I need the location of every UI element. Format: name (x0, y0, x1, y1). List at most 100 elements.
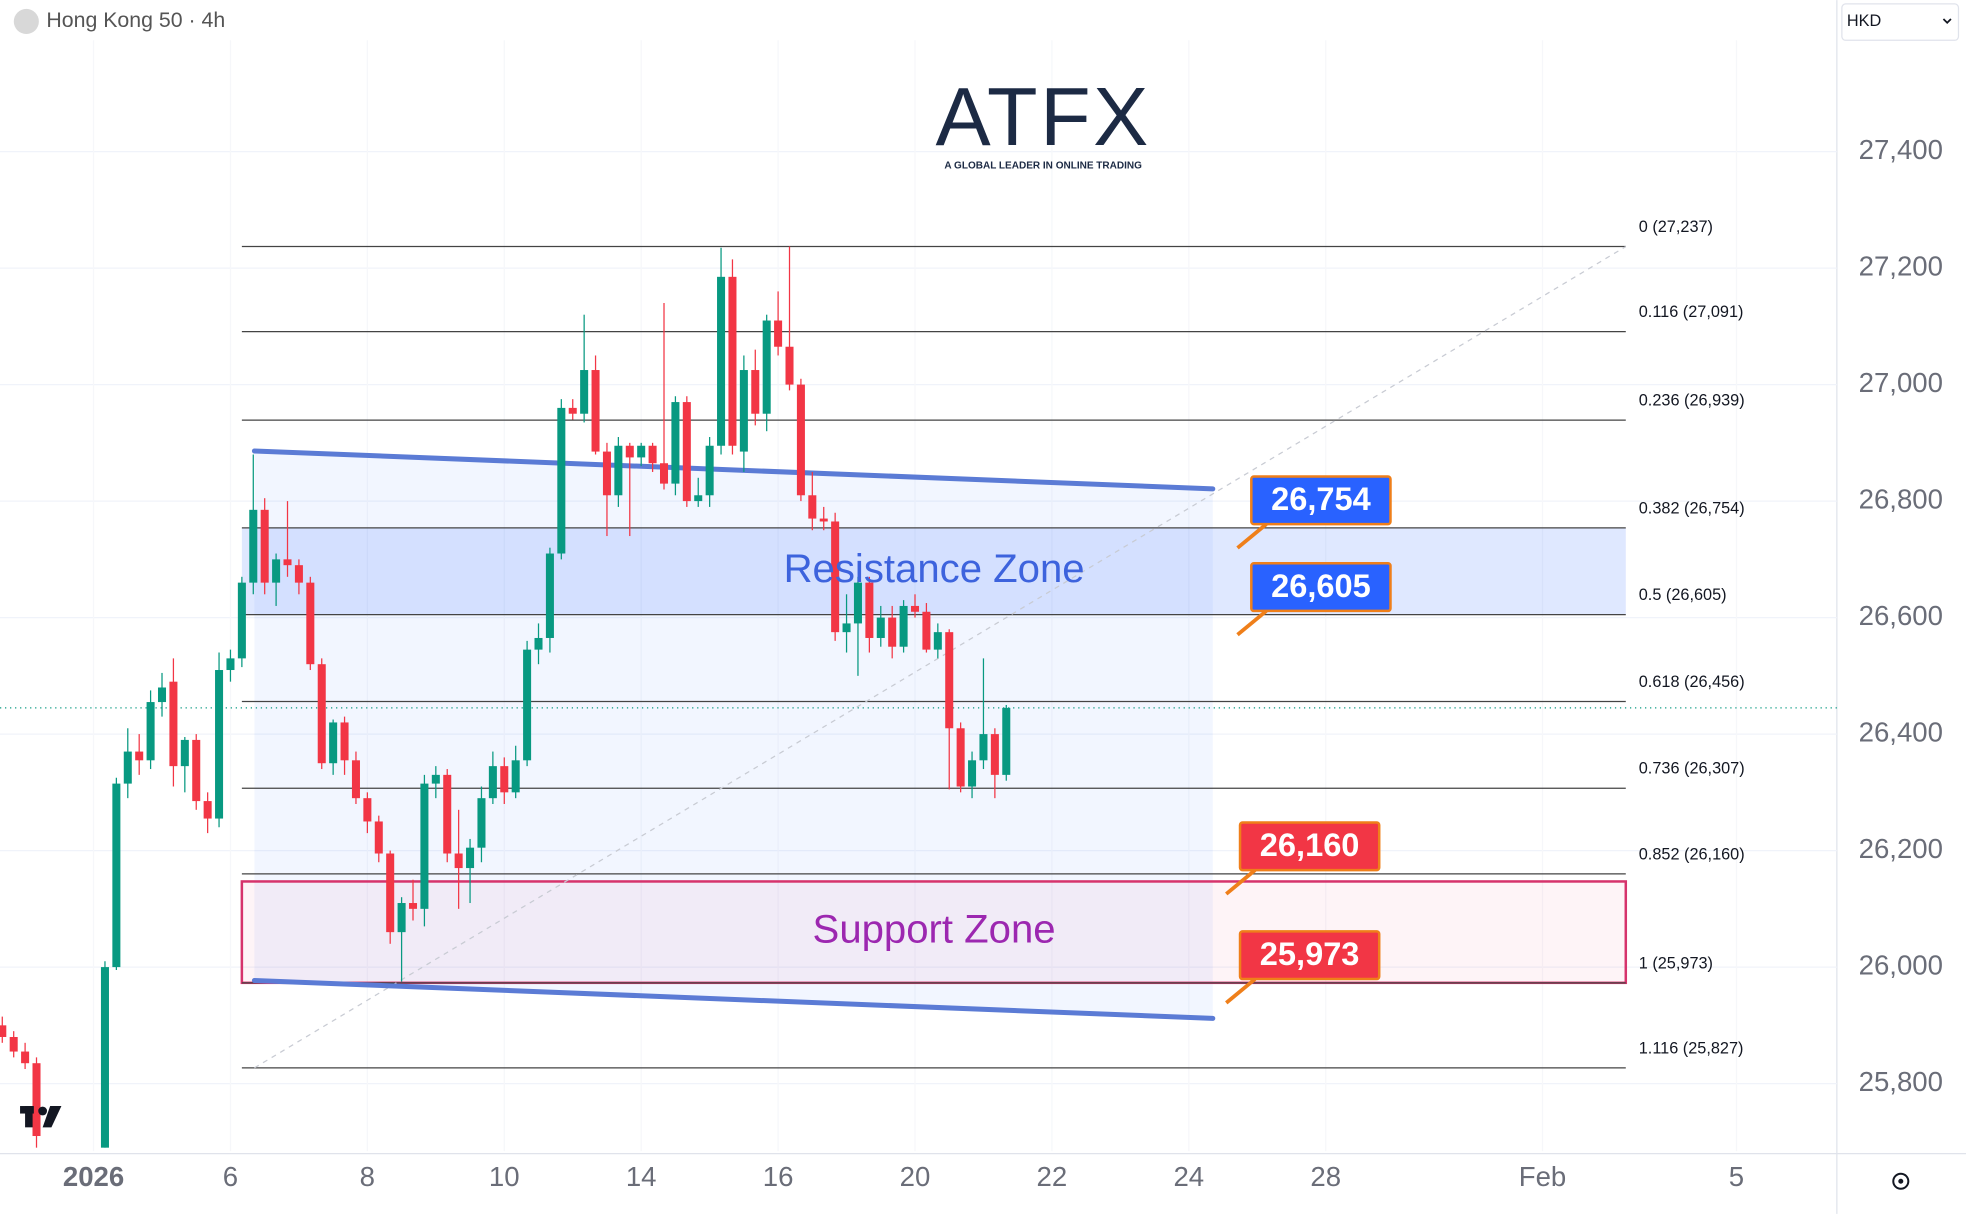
candle-body (819, 518, 828, 522)
candle-body (842, 623, 851, 633)
candle-body (32, 1063, 41, 1137)
fib-label: 0.852 (26,160) (1639, 845, 1745, 863)
candle-body (568, 407, 577, 414)
tv-logo (20, 1106, 62, 1128)
price-tag-label: 25,973 (1260, 935, 1360, 972)
candle-body (329, 722, 338, 764)
candle-body (477, 798, 486, 848)
zone-label: Support Zone (813, 907, 1056, 952)
candle-body (557, 407, 566, 554)
fib-label: 0.5 (26,605) (1639, 586, 1727, 604)
x-tick-label: 24 (1173, 1161, 1204, 1192)
candle-body (659, 463, 669, 484)
candle-body (260, 509, 269, 583)
x-tick-label: 20 (900, 1161, 931, 1192)
candle-body (545, 553, 554, 638)
trendline (251, 448, 1216, 492)
candle-body (785, 346, 794, 385)
candle-body (180, 739, 189, 767)
y-tick-label: 26,200 (1859, 833, 1943, 864)
candle-body (648, 445, 657, 464)
brand-tagline: A GLOBAL LEADER IN ONLINE TRADING (944, 160, 1142, 171)
zone-label: Resistance Zone (784, 546, 1085, 591)
candle-body (203, 801, 212, 819)
candle-body (431, 774, 440, 784)
candle-body (694, 495, 703, 502)
candle-body (831, 521, 840, 633)
fib-label: 1 (25,973) (1639, 954, 1713, 972)
candle-body (979, 734, 988, 761)
y-tick-label: 27,200 (1859, 250, 1943, 281)
brand-logo: ATFX (935, 70, 1150, 163)
y-tick-label: 27,400 (1859, 134, 1943, 165)
candle-body (899, 605, 908, 647)
candle-body (774, 320, 783, 347)
candle-body (990, 734, 999, 775)
fib-label: 0.736 (26,307) (1639, 760, 1745, 778)
candle-body (100, 967, 109, 1148)
x-tick-label: 14 (626, 1161, 657, 1192)
y-tick-label: 25,800 (1859, 1066, 1943, 1097)
candle-body (317, 664, 326, 764)
candle-body (808, 495, 817, 519)
candle-body (580, 370, 589, 414)
candle-body (226, 658, 235, 671)
price-tag (1238, 821, 1381, 872)
fib-label: 1.116 (25,827) (1639, 1039, 1744, 1057)
candle-body (169, 681, 178, 767)
candle-body (728, 276, 737, 446)
candle-body (705, 445, 714, 496)
candle-body (968, 760, 977, 787)
candle-body (488, 766, 497, 799)
candle-body (123, 751, 132, 784)
candle-body (294, 565, 303, 583)
price-tag (1250, 562, 1392, 613)
candle-body (215, 670, 224, 819)
candle-body (876, 617, 885, 638)
candle-body (717, 276, 726, 446)
price-tag (1238, 930, 1381, 981)
candle-body (306, 582, 315, 665)
currency-select[interactable] (1841, 3, 1960, 41)
candle-body (614, 445, 623, 496)
candle-body (9, 1036, 18, 1052)
y-tick-label: 26,000 (1859, 949, 1943, 980)
candle-body (956, 728, 965, 787)
candle-body (591, 370, 600, 452)
y-tick-label: 26,400 (1859, 716, 1943, 747)
candle-body (386, 853, 395, 933)
settings-icon[interactable] (1892, 1172, 1910, 1190)
tag-pointer (1236, 522, 1268, 550)
x-tick-label: 6 (223, 1161, 238, 1192)
fib-label: 0.618 (26,456) (1639, 673, 1745, 691)
candle-body (408, 903, 418, 909)
candle-body (272, 559, 281, 583)
candle-body (762, 320, 771, 414)
x-tick-label: 22 (1037, 1161, 1068, 1192)
candle-body (933, 632, 942, 650)
candle-body (602, 451, 611, 496)
channel-fill (254, 451, 1213, 1019)
y-tick-label: 27,000 (1859, 367, 1943, 398)
candle-body (888, 617, 897, 647)
y-tick-label: 26,600 (1859, 600, 1943, 631)
candle-body (146, 702, 155, 761)
zone (241, 527, 1626, 615)
trendline (251, 977, 1216, 1021)
candle-body (192, 739, 201, 802)
candle-body (283, 559, 292, 566)
candle-body (420, 783, 429, 909)
candle-body (374, 821, 383, 854)
candle-body (625, 445, 634, 458)
x-tick-label: 28 (1310, 1161, 1341, 1192)
y-tick-label: 26,800 (1859, 483, 1943, 514)
candle-body (135, 751, 144, 761)
candle-body (796, 384, 805, 496)
candle-body (249, 509, 258, 583)
fib-label: 0.382 (26,754) (1639, 499, 1745, 517)
x-tick-label: 5 (1729, 1161, 1744, 1192)
candle-body (511, 760, 520, 793)
